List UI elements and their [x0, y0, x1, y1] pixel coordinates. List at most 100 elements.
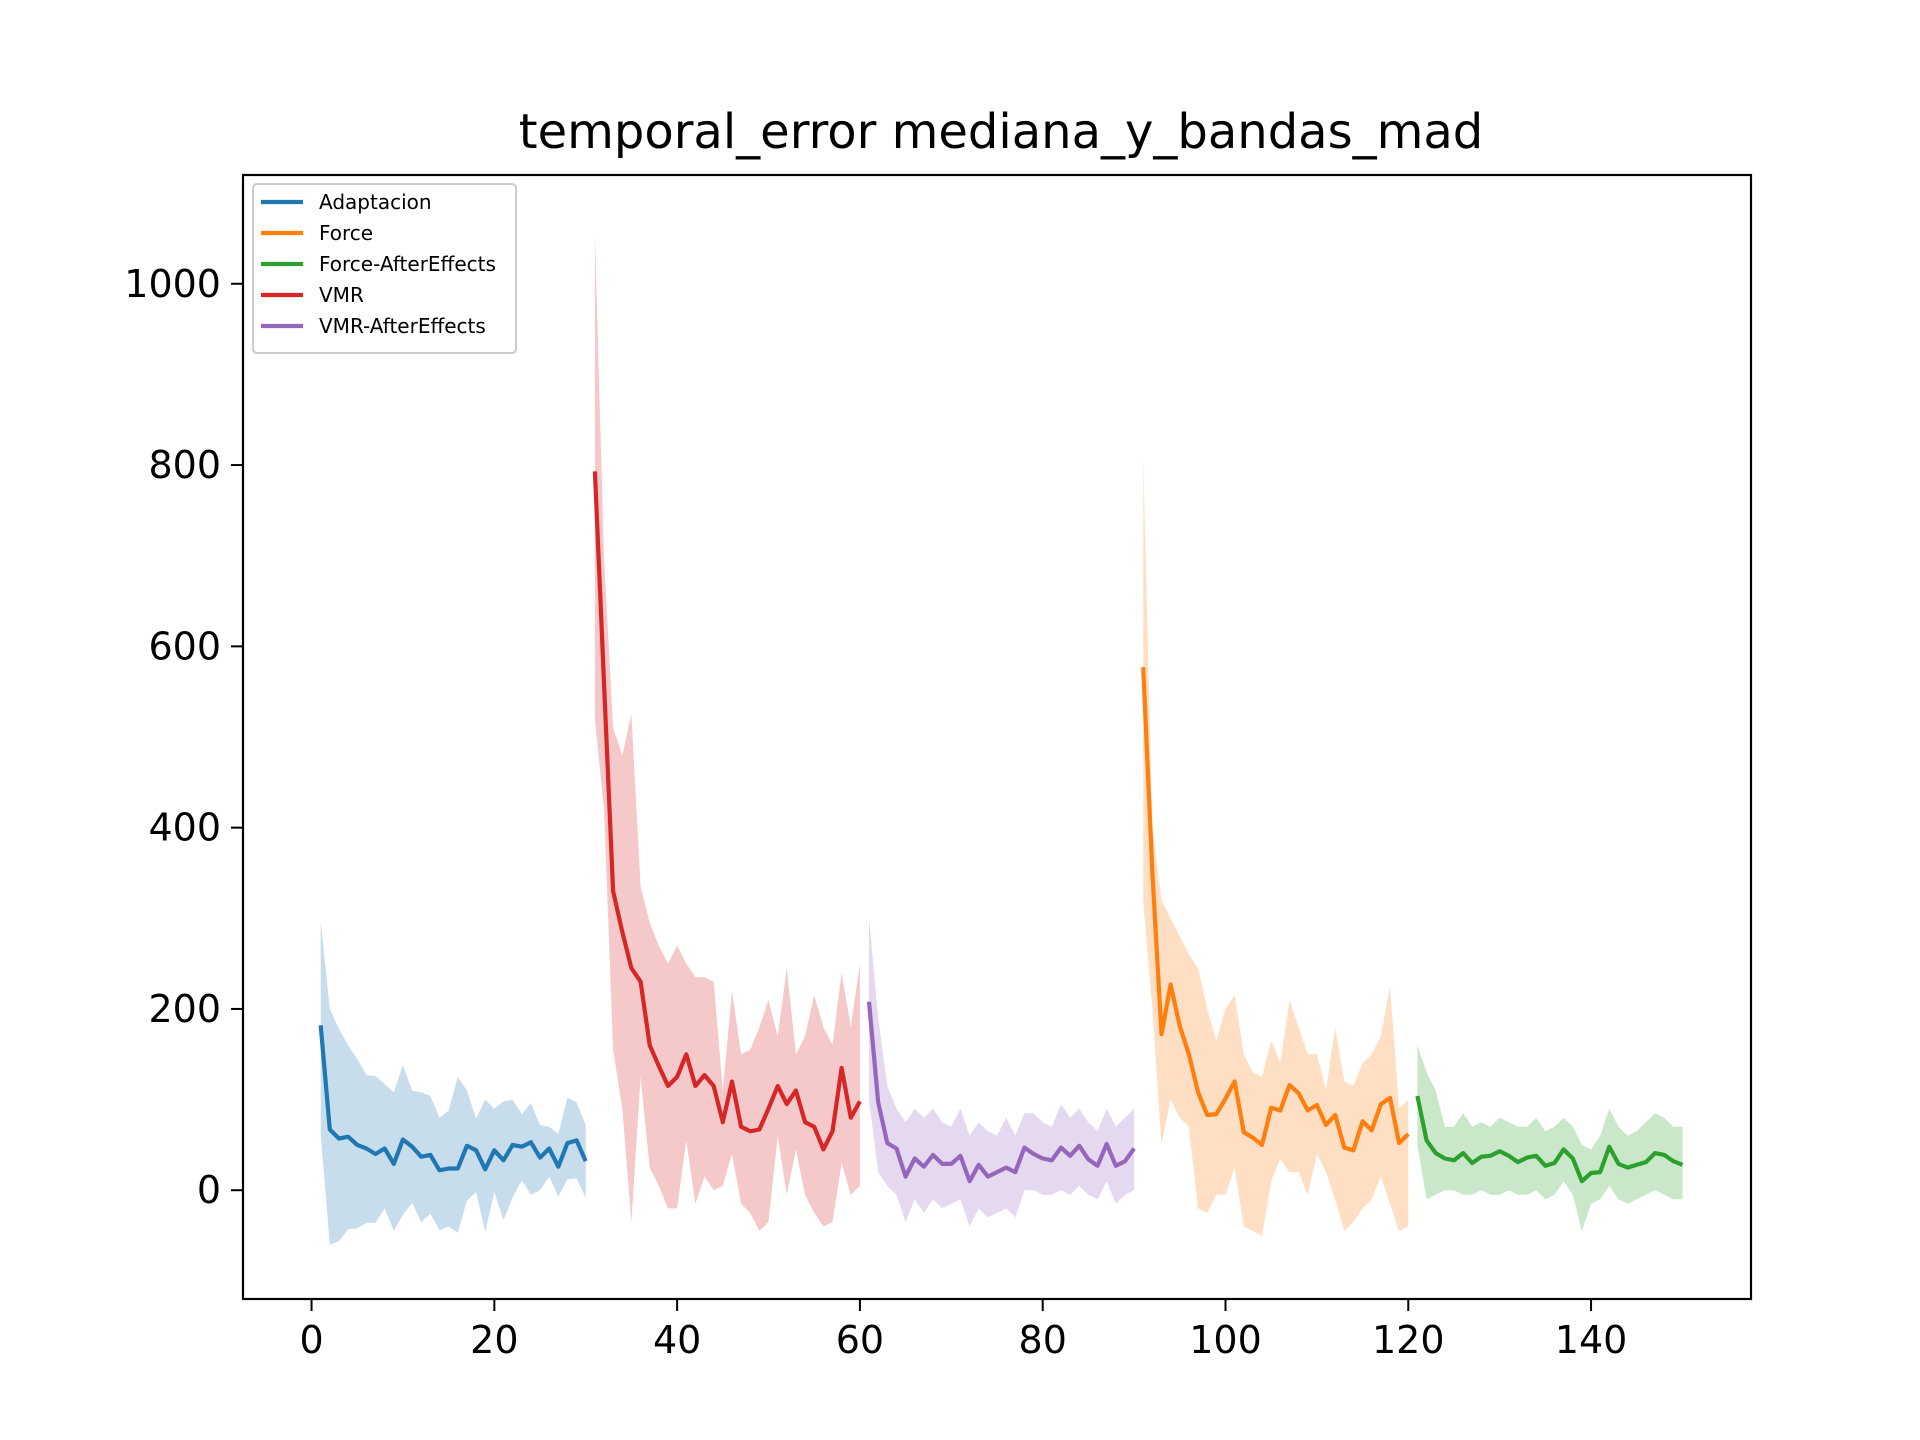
point-force-aftereffects-125	[1452, 1158, 1456, 1162]
point-vmr-41	[684, 1052, 688, 1056]
point-vmr-33	[611, 889, 615, 893]
point-force-aftereffects-136	[1553, 1161, 1557, 1165]
point-force-aftereffects-127	[1470, 1161, 1474, 1165]
point-vmr-56	[821, 1147, 825, 1151]
point-adaptacion-19	[483, 1167, 487, 1171]
point-adaptacion-9	[392, 1162, 396, 1166]
point-vmr-aftereffects-69	[940, 1162, 944, 1166]
point-vmr-aftereffects-80	[1041, 1157, 1045, 1161]
point-adaptacion-3	[337, 1137, 341, 1141]
x-tick-label: 80	[1019, 1318, 1067, 1362]
point-vmr-aftereffects-79	[1032, 1152, 1036, 1156]
point-vmr-59	[849, 1116, 853, 1120]
point-force-aftereffects-133	[1525, 1156, 1529, 1160]
x-tick-label: 20	[470, 1318, 518, 1362]
point-force-99	[1214, 1112, 1218, 1116]
point-adaptacion-25	[538, 1156, 542, 1160]
point-vmr-35	[629, 966, 633, 970]
point-adaptacion-4	[346, 1135, 350, 1139]
point-adaptacion-10	[401, 1138, 405, 1142]
x-tick-label: 60	[836, 1318, 884, 1362]
band-force-aftereffects	[1417, 1045, 1683, 1231]
point-adaptacion-27	[556, 1165, 560, 1169]
point-vmr-36	[639, 980, 643, 984]
point-adaptacion-30	[584, 1159, 588, 1163]
point-vmr-aftereffects-86	[1096, 1164, 1100, 1168]
point-vmr-aftereffects-64	[895, 1147, 899, 1151]
point-force-aftereffects-123	[1434, 1151, 1438, 1155]
point-force-98	[1205, 1113, 1209, 1117]
point-vmr-aftereffects-67	[922, 1165, 926, 1169]
point-vmr-38	[657, 1064, 661, 1068]
point-vmr-aftereffects-65	[904, 1175, 908, 1179]
band-adaptacion	[320, 921, 586, 1245]
point-adaptacion-7	[374, 1152, 378, 1156]
point-force-113	[1342, 1146, 1346, 1150]
point-vmr-31	[593, 469, 597, 473]
point-vmr-aftereffects-61	[867, 1000, 871, 1004]
point-force-aftereffects-135	[1543, 1164, 1547, 1168]
chart-title: temporal_error mediana_y_bandas_mad	[519, 104, 1483, 160]
point-adaptacion-28	[565, 1141, 569, 1145]
point-force-118	[1388, 1096, 1392, 1100]
point-force-115	[1361, 1119, 1365, 1123]
point-adaptacion-14	[438, 1168, 442, 1172]
y-tick-label: 800	[148, 443, 221, 487]
y-tick-label: 600	[148, 624, 221, 668]
point-force-117	[1379, 1102, 1383, 1106]
point-vmr-aftereffects-76	[1004, 1166, 1008, 1170]
point-adaptacion-29	[575, 1138, 579, 1142]
point-force-119	[1397, 1141, 1401, 1145]
point-force-100	[1224, 1097, 1228, 1101]
point-vmr-aftereffects-81	[1050, 1158, 1054, 1162]
point-force-aftereffects-121	[1415, 1094, 1419, 1098]
point-vmr-aftereffects-83	[1068, 1154, 1072, 1158]
point-force-97	[1196, 1090, 1200, 1094]
point-adaptacion-17	[465, 1144, 469, 1148]
point-vmr-55	[812, 1125, 816, 1129]
point-vmr-aftereffects-85	[1086, 1157, 1090, 1161]
point-force-aftereffects-149	[1671, 1159, 1675, 1163]
point-vmr-45	[721, 1120, 725, 1124]
point-force-aftereffects-146	[1644, 1160, 1648, 1164]
point-force-aftereffects-122	[1425, 1138, 1429, 1142]
point-force-aftereffects-148	[1662, 1153, 1666, 1157]
point-force-111	[1324, 1123, 1328, 1127]
point-force-95	[1178, 1024, 1182, 1028]
point-force-aftereffects-128	[1479, 1155, 1483, 1159]
point-adaptacion-18	[474, 1148, 478, 1152]
point-force-101	[1233, 1080, 1237, 1084]
point-force-aftereffects-144	[1626, 1166, 1630, 1170]
point-adaptacion-2	[328, 1128, 332, 1132]
point-vmr-aftereffects-62	[876, 1100, 880, 1104]
point-adaptacion-6	[364, 1147, 368, 1151]
point-force-aftereffects-147	[1653, 1151, 1657, 1155]
point-force-110	[1315, 1103, 1319, 1107]
band-vmr-aftereffects	[869, 918, 1135, 1227]
point-vmr-aftereffects-84	[1077, 1144, 1081, 1148]
point-adaptacion-23	[520, 1145, 524, 1149]
point-adaptacion-8	[383, 1147, 387, 1151]
point-vmr-52	[785, 1102, 789, 1106]
point-force-112	[1333, 1113, 1337, 1117]
point-vmr-60	[858, 1099, 862, 1103]
point-force-120	[1406, 1132, 1410, 1136]
point-vmr-aftereffects-78	[1022, 1146, 1026, 1150]
point-force-aftereffects-145	[1635, 1163, 1639, 1167]
point-vmr-57	[831, 1129, 835, 1133]
point-vmr-32	[602, 681, 606, 685]
point-force-96	[1187, 1052, 1191, 1056]
point-vmr-51	[776, 1084, 780, 1088]
lines-layer	[318, 469, 1684, 1184]
point-force-108	[1297, 1091, 1301, 1095]
point-force-aftereffects-132	[1516, 1160, 1520, 1164]
point-force-aftereffects-124	[1443, 1157, 1447, 1161]
series-line-force	[1141, 667, 1410, 1153]
point-force-92	[1150, 871, 1154, 875]
legend-label-force-aftereffects: Force-AfterEffects	[319, 252, 496, 276]
point-vmr-aftereffects-87	[1105, 1142, 1109, 1146]
x-tick-label: 120	[1372, 1318, 1445, 1362]
point-adaptacion-22	[511, 1143, 515, 1147]
point-force-aftereffects-142	[1607, 1145, 1611, 1149]
